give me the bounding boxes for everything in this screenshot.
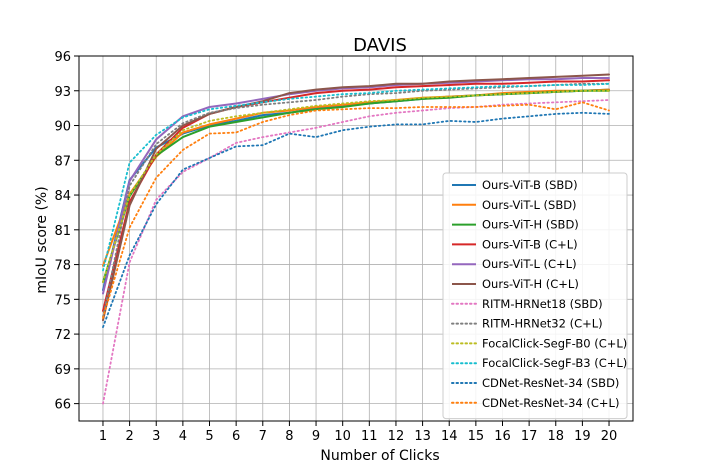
x-tick-label: 9 bbox=[312, 429, 320, 444]
plot-frame bbox=[78, 55, 634, 422]
x-tick-label: 14 bbox=[441, 429, 458, 444]
x-tick-label: 1 bbox=[99, 429, 107, 444]
y-tick-label: 78 bbox=[54, 259, 71, 274]
series-line-cdnet-resnet-34-sbd bbox=[102, 111, 610, 329]
legend-label: CDNet-ResNet-34 (SBD) bbox=[482, 376, 619, 390]
x-tick-label: 19 bbox=[574, 429, 591, 444]
x-tick-label: 15 bbox=[468, 429, 485, 444]
series-line-ours-vit-h-c-l bbox=[102, 73, 610, 322]
x-tick-label: 8 bbox=[285, 429, 293, 444]
legend: Ours-ViT-B (SBD) Ours-ViT-L (SBD) Ours-ViT… bbox=[442, 172, 628, 420]
legend-label: FocalClick-SegF-B0 (C+L) bbox=[482, 336, 627, 350]
x-tick-label: 6 bbox=[232, 429, 240, 444]
legend-label: Ours-ViT-B (C+L) bbox=[482, 237, 578, 251]
x-tick-label: 3 bbox=[152, 429, 160, 444]
series-line-cdnet-resnet-34-c-l bbox=[102, 101, 610, 319]
series-lines bbox=[102, 73, 610, 405]
x-tick-label: 2 bbox=[125, 429, 133, 444]
y-tick-label: 66 bbox=[54, 398, 71, 413]
x-tick-label: 4 bbox=[179, 429, 187, 444]
y-tick-label: 90 bbox=[54, 120, 71, 135]
legend-label: RITM-HRNet18 (SBD) bbox=[482, 297, 603, 311]
x-tick-label: 13 bbox=[414, 429, 431, 444]
x-tick-label: 11 bbox=[361, 429, 378, 444]
y-tick-label: 87 bbox=[54, 154, 71, 169]
legend-label: Ours-ViT-H (C+L) bbox=[482, 277, 579, 291]
legend-box bbox=[442, 172, 628, 420]
x-tick-label: 17 bbox=[521, 429, 538, 444]
y-tick-label: 93 bbox=[54, 85, 71, 100]
series-line-ours-vit-l-c-l bbox=[102, 77, 610, 295]
axis-ticks: 1 2 3 4 5 6 7 8 9 10 11 12 13 14 15 16 17 18 19 20666972757… bbox=[54, 50, 617, 444]
y-tick-label: 96 bbox=[54, 50, 71, 65]
x-tick-label: 7 bbox=[259, 429, 267, 444]
legend-label: CDNet-ResNet-34 (C+L) bbox=[482, 396, 619, 410]
legend-label: Ours-ViT-B (SBD) bbox=[482, 178, 578, 192]
series-line-ritm-hrnet32-c-l bbox=[102, 82, 610, 318]
legend-label: Ours-ViT-L (SBD) bbox=[482, 198, 577, 212]
x-tick-label: 5 bbox=[205, 429, 213, 444]
series-line-ours-vit-l-sbd bbox=[102, 88, 610, 267]
series-line-ours-vit-b-c-l bbox=[102, 79, 610, 312]
x-axis-label: Number of Clicks bbox=[320, 448, 439, 464]
x-tick-label: 16 bbox=[494, 429, 511, 444]
y-tick-label: 81 bbox=[54, 224, 71, 239]
y-tick-label: 84 bbox=[54, 189, 71, 204]
series-line-ritm-hrnet18-sbd bbox=[102, 99, 610, 405]
legend-label: Ours-ViT-L (C+L) bbox=[482, 257, 577, 271]
x-tick-label: 12 bbox=[388, 429, 405, 444]
series-line-ours-vit-h-sbd bbox=[102, 89, 610, 283]
x-tick-label: 18 bbox=[547, 429, 564, 444]
legend-label: FocalClick-SegF-B3 (C+L) bbox=[482, 356, 627, 370]
x-tick-label: 10 bbox=[334, 429, 351, 444]
x-tick-label: 20 bbox=[601, 429, 618, 444]
series-line-focalclick-segf-b3-c-l bbox=[102, 82, 610, 272]
series-line-focalclick-segf-b0-c-l bbox=[102, 89, 610, 283]
y-tick-label: 75 bbox=[54, 293, 71, 308]
chart-title: DAVIS bbox=[353, 35, 407, 56]
legend-label: Ours-ViT-H (SBD) bbox=[482, 218, 579, 232]
y-tick-label: 69 bbox=[54, 363, 71, 378]
legend-label: RITM-HRNet32 (C+L) bbox=[482, 317, 603, 331]
y-tick-label: 72 bbox=[54, 328, 71, 343]
y-axis-label: mIoU score (%) bbox=[34, 186, 50, 293]
